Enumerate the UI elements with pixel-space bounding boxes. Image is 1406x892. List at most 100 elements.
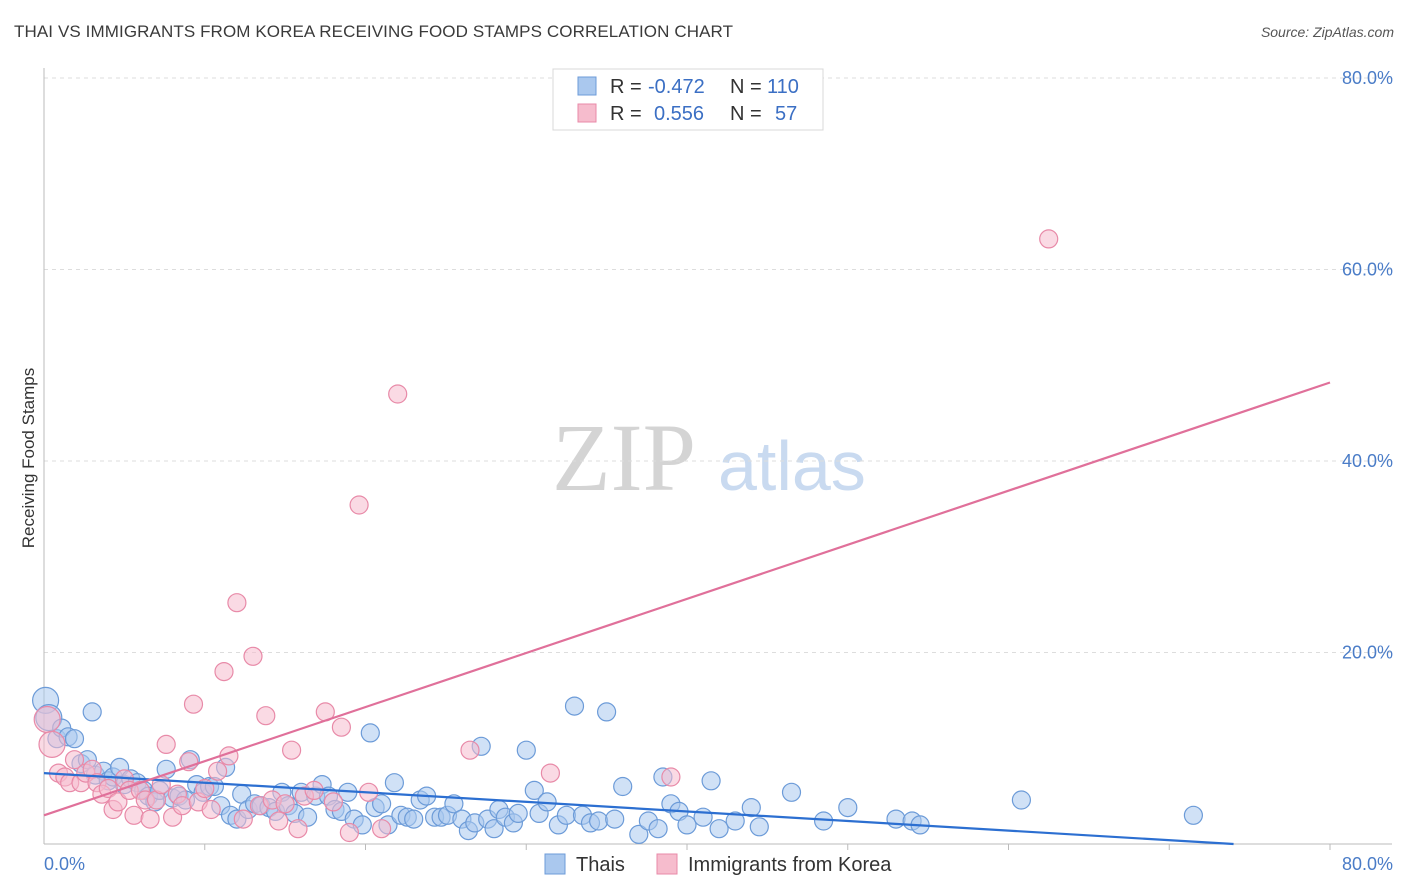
point-korea[interactable] [172, 796, 192, 816]
point-korea[interactable] [124, 805, 144, 825]
point-thais[interactable] [82, 702, 102, 722]
point-thais[interactable] [781, 782, 802, 802]
point-thais[interactable] [444, 794, 464, 814]
point-thais[interactable] [524, 780, 544, 801]
point-thais[interactable] [886, 809, 906, 829]
point-korea[interactable] [269, 811, 289, 831]
point-thais[interactable] [693, 807, 713, 827]
point-thais[interactable] [725, 811, 745, 831]
y-tick-label: 80.0% [1342, 68, 1393, 88]
point-korea[interactable] [540, 763, 561, 783]
trendlines [43, 381, 1331, 846]
point-thais[interactable] [613, 776, 633, 797]
y-tick-labels: 20.0% 40.0% 60.0% 80.0% [1342, 68, 1393, 663]
legend-label-thais[interactable]: Thais [576, 854, 625, 876]
point-thais[interactable] [749, 817, 769, 837]
point-thais[interactable] [677, 815, 697, 835]
point-thais[interactable] [564, 696, 585, 716]
point-korea[interactable] [323, 792, 343, 812]
point-korea[interactable] [33, 705, 61, 734]
point-korea[interactable] [208, 761, 228, 781]
point-thais[interactable] [1011, 790, 1032, 810]
point-korea[interactable] [388, 384, 408, 404]
point-korea[interactable] [108, 792, 128, 812]
legend-swatch-thais[interactable] [544, 853, 566, 875]
point-thais[interactable] [508, 803, 528, 824]
watermark: ZIP atlas [552, 404, 866, 511]
point-thais[interactable] [588, 811, 609, 831]
stats-n-label-korea: N = [730, 103, 762, 125]
grid [44, 77, 1392, 653]
point-thais[interactable] [384, 773, 404, 793]
trendline-korea [43, 381, 1331, 817]
point-thais[interactable] [741, 797, 761, 818]
point-thais[interactable] [372, 794, 392, 814]
x-tick-label-min: 0.0% [44, 854, 85, 874]
point-thais[interactable] [629, 824, 649, 845]
watermark-zip: ZIP [552, 404, 696, 511]
point-thais[interactable] [484, 819, 504, 839]
y-axis-title: Receiving Food Stamps [19, 368, 38, 548]
point-korea[interactable] [372, 819, 392, 839]
chart-source: Source: ZipAtlas.com [1260, 24, 1394, 40]
stats-n-label-thais: N = [730, 76, 762, 98]
point-korea[interactable] [233, 809, 253, 829]
chart-title: THAI VS IMMIGRANTS FROM KOREA RECEIVING … [14, 22, 734, 41]
point-korea[interactable] [214, 661, 234, 682]
stats-n-value-thais: 110 [767, 76, 799, 98]
point-thais[interactable] [64, 729, 85, 749]
trendline-thais [43, 772, 1234, 846]
point-korea[interactable] [460, 740, 480, 760]
y-tick-label: 40.0% [1342, 451, 1393, 471]
point-thais[interactable] [516, 740, 536, 760]
point-korea[interactable] [256, 706, 276, 726]
x-ticks: 0.0% 80.0% [44, 844, 1393, 874]
stats-legend-box [552, 68, 824, 131]
point-korea[interactable] [282, 740, 302, 760]
x-tick-label-max: 80.0% [1342, 854, 1393, 874]
point-korea[interactable] [243, 646, 263, 666]
point-korea[interactable] [339, 822, 359, 843]
point-korea[interactable] [183, 694, 204, 714]
point-thais[interactable] [648, 819, 668, 839]
point-korea[interactable] [661, 767, 681, 787]
point-korea[interactable] [275, 794, 295, 814]
series-legend: Thais Immigrants from Korea [544, 853, 892, 876]
point-korea[interactable] [38, 730, 66, 759]
series-thais [31, 686, 1204, 845]
watermark-atlas: atlas [718, 427, 866, 505]
point-korea[interactable] [288, 819, 308, 839]
stats-legend: R = -0.472 N = 110 R = 0.556 N = 57 [552, 68, 824, 131]
series [31, 229, 1204, 845]
point-korea[interactable] [331, 717, 351, 737]
point-thais[interactable] [556, 805, 577, 825]
stats-legend-swatch-korea [577, 103, 597, 123]
stats-r-value-thais: -0.472 [648, 76, 705, 98]
stats-r-label-korea: R = [610, 103, 642, 125]
point-thais[interactable] [404, 809, 424, 829]
series-korea [33, 229, 1059, 843]
point-korea[interactable] [201, 799, 221, 820]
y-tick-label: 60.0% [1342, 260, 1393, 280]
point-thais[interactable] [701, 771, 721, 791]
point-korea[interactable] [349, 495, 369, 515]
stats-r-label-thais: R = [610, 76, 642, 98]
point-thais[interactable] [838, 797, 858, 818]
point-korea[interactable] [64, 750, 85, 770]
stats-n-value-korea: 57 [775, 103, 797, 125]
point-thais[interactable] [709, 819, 729, 839]
stats-legend-swatch-thais [577, 76, 597, 96]
point-korea[interactable] [156, 734, 176, 755]
point-thais[interactable] [605, 809, 625, 829]
point-korea[interactable] [140, 809, 160, 829]
stats-r-value-korea: 0.556 [654, 103, 704, 125]
point-korea[interactable] [1039, 229, 1059, 249]
point-thais[interactable] [1183, 805, 1204, 825]
legend-swatch-korea[interactable] [656, 853, 678, 875]
point-korea[interactable] [227, 593, 247, 613]
legend-label-korea[interactable]: Immigrants from Korea [688, 854, 892, 876]
point-thais[interactable] [596, 702, 617, 722]
y-tick-label: 20.0% [1342, 643, 1393, 663]
point-thais[interactable] [360, 723, 380, 743]
